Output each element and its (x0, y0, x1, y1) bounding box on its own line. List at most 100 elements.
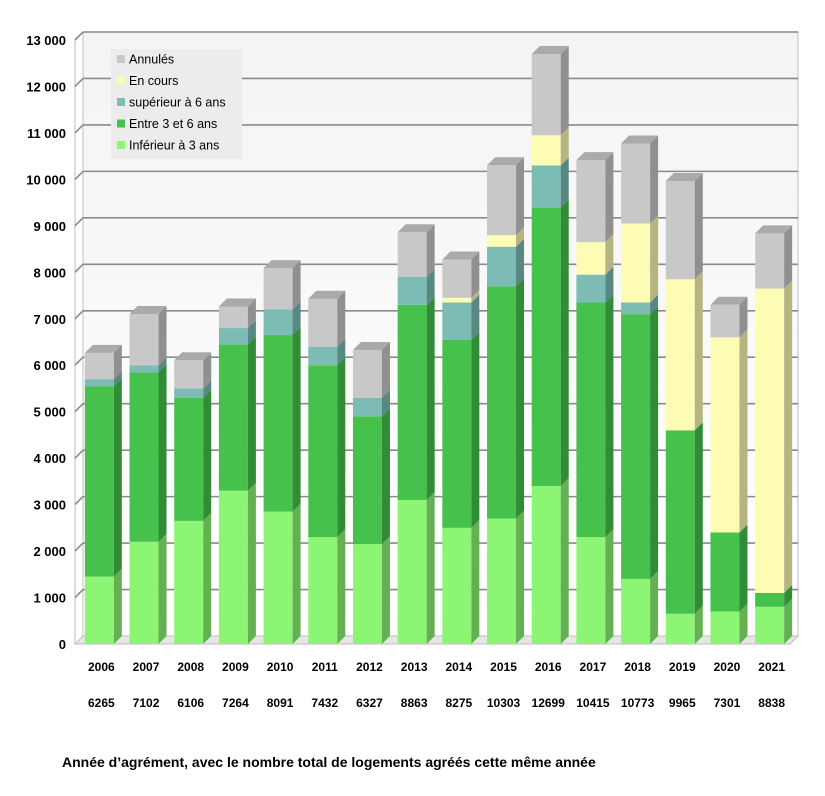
gridline (74, 356, 84, 366)
x-tick-label: 2007 (133, 660, 160, 674)
bar-segment (84, 379, 114, 387)
legend: Annulés En cours supérieur à 6 ans Entre 3 … (111, 49, 242, 159)
bar-top (531, 45, 569, 54)
bar-segment (710, 337, 740, 533)
bar-segment (710, 532, 740, 612)
bar-top (263, 260, 301, 269)
total-label: 8275 (445, 696, 472, 710)
bar-stack-2018 (621, 135, 659, 644)
x-tick-label: 2016 (535, 660, 562, 674)
bar-stack-2014 (442, 251, 480, 644)
bar-segment-side (292, 260, 301, 310)
total-label: 9965 (669, 696, 696, 710)
bar-segment (576, 160, 606, 243)
bar-stack-2010 (263, 260, 301, 644)
total-label: 12699 (532, 696, 566, 710)
bar-segment (308, 365, 338, 538)
bar-segment-side (113, 344, 122, 380)
x-tick-label: 2014 (445, 660, 472, 674)
bar-segment-side (694, 271, 703, 431)
bar-segment (755, 606, 785, 644)
bar-segment (755, 233, 785, 289)
bar-segment (263, 309, 293, 336)
y-tick-label: 10 000 (26, 172, 66, 187)
bar-segment-side (426, 268, 435, 305)
legend-swatch (117, 98, 125, 106)
gridline (74, 124, 84, 134)
total-label: 10303 (487, 696, 521, 710)
bar-segment-side (203, 512, 212, 644)
bar-segment (621, 314, 651, 579)
bar-segment (129, 365, 159, 373)
gridline (74, 542, 84, 552)
total-label: 8838 (758, 696, 785, 710)
bar-segment-side (247, 336, 256, 491)
bar-stack-2019 (665, 173, 703, 644)
bar-top (755, 225, 793, 234)
gridline (74, 310, 84, 320)
bar-segment (621, 223, 651, 303)
bar-segment-side (605, 266, 614, 303)
bar-segment-side (247, 298, 256, 329)
bar-stack-2017 (576, 152, 614, 644)
bar-segment-side (739, 603, 748, 644)
legend-item: Entre 3 et 6 ans (117, 117, 217, 131)
bar-stack-2008 (174, 352, 212, 644)
bar-top (174, 352, 212, 361)
bar-segment-side (605, 234, 614, 275)
bar-segment-side (247, 482, 256, 644)
legend-swatch (117, 119, 125, 128)
y-tick-label: 6 000 (33, 358, 66, 373)
bar-segment-side (784, 280, 793, 593)
total-label: 7432 (311, 696, 338, 710)
bar-segment (84, 576, 114, 644)
legend-label: Annulés (129, 53, 174, 67)
bar-segment (308, 298, 338, 347)
bar-stack-2020 (710, 296, 748, 644)
bar-segment-side (739, 296, 748, 338)
bar-segment (352, 416, 382, 545)
bar-segment-side (784, 598, 793, 644)
legend-swatch (117, 55, 125, 63)
bar-segment-side (292, 503, 301, 644)
bar-segment-side (560, 45, 569, 136)
legend-item: supérieur à 6 ans (117, 96, 226, 110)
gridline (74, 588, 84, 599)
gridline (74, 217, 84, 227)
bar-segment (755, 592, 785, 607)
bar-segment-side (381, 536, 390, 644)
bar-top (308, 290, 346, 299)
y-axis: 0 1 000 2 000 3 000 4 000 5 000 6 000 7 000 8 00… (26, 33, 66, 652)
bar-top (352, 342, 390, 351)
bar-segment-side (337, 290, 346, 347)
bar-segment-side (650, 306, 659, 579)
bar-segment-side (113, 378, 122, 577)
bar-segment (174, 520, 204, 644)
bar-segment (129, 541, 159, 644)
x-tick-label: 2012 (356, 660, 383, 674)
x-tick-label: 2015 (490, 660, 517, 674)
bar-segment-side (203, 352, 212, 389)
bar-segment (531, 486, 561, 644)
bar-segment-side (158, 533, 167, 644)
bar-segment (397, 499, 427, 644)
bar-segment (487, 286, 517, 519)
bar-stack-2016 (531, 45, 569, 644)
total-labels: 6265 7102 6106 7264 8091 7432 6327 8863 8275 1030… (88, 696, 785, 710)
bar-segment (397, 276, 427, 305)
bar-segment (665, 279, 695, 431)
bar-segment-side (426, 491, 435, 644)
y-tick-label: 0 (59, 637, 66, 652)
bar-segment-side (694, 173, 703, 280)
total-label: 10415 (576, 696, 610, 710)
bar-segment-side (605, 294, 614, 538)
bar-stack-2015 (487, 157, 525, 644)
total-label: 7102 (133, 696, 160, 710)
bar-stack-2021 (755, 225, 793, 644)
bar-segment-side (650, 215, 659, 303)
bar-segment-side (381, 408, 390, 545)
bar-stack-2013 (397, 224, 435, 644)
bar-segment-side (203, 380, 212, 398)
bar-segment (576, 274, 606, 303)
